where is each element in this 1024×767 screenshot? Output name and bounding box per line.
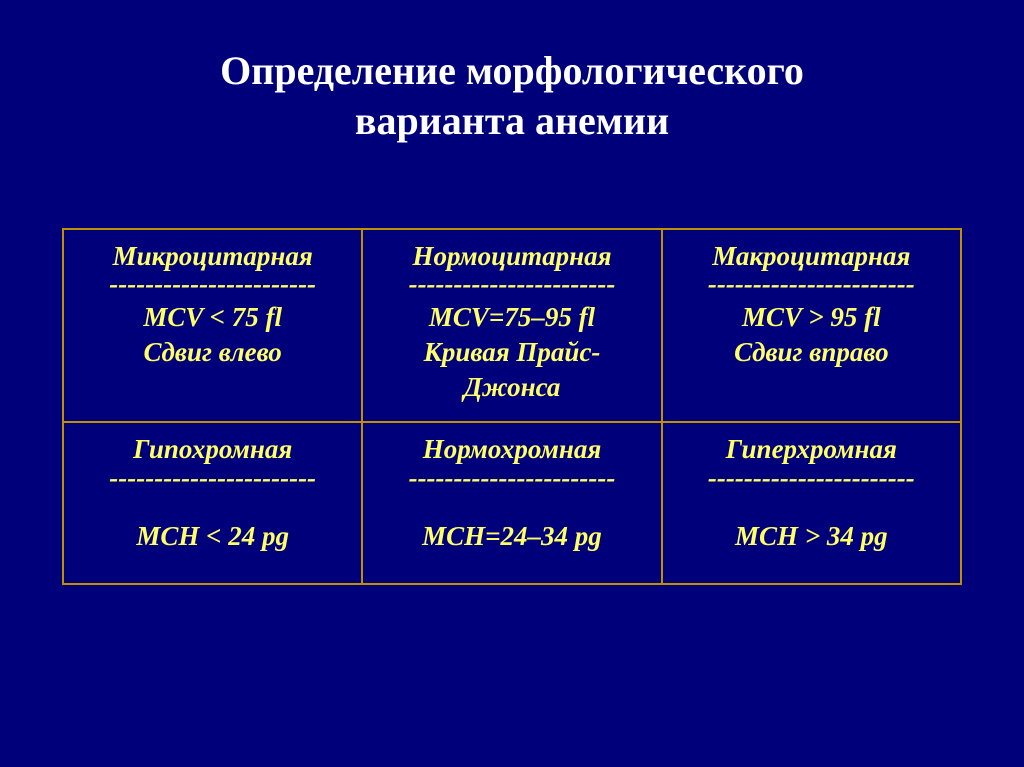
divider-dashes: -----------------------: [671, 270, 952, 300]
cell-heading: Гиперхромная: [671, 433, 952, 465]
cell-heading: Микроцитарная: [72, 240, 353, 272]
table-row: Микроцитарная ----------------------- MC…: [63, 229, 961, 422]
morphology-table: Микроцитарная ----------------------- MC…: [62, 228, 962, 585]
divider-dashes: -----------------------: [371, 270, 652, 300]
cell-value: Сдвиг вправо: [671, 335, 952, 370]
cell-value: Сдвиг влево: [72, 335, 353, 370]
cell-value: MCH=24–34 pg: [371, 519, 652, 554]
cell-value: MCH > 34 pg: [671, 519, 952, 554]
cell-hyperchromic: Гиперхромная ----------------------- MCH…: [662, 422, 961, 583]
cell-value: MCV=75–95 fl: [371, 300, 652, 335]
spacer: [671, 493, 952, 519]
divider-dashes: -----------------------: [72, 270, 353, 300]
cell-heading: Макроцитарная: [671, 240, 952, 272]
divider-dashes: -----------------------: [72, 464, 353, 494]
title-line-2: варианта анемии: [355, 98, 669, 143]
title-line-1: Определение морфологического: [220, 48, 804, 93]
cell-macrocytic: Макроцитарная ----------------------- MC…: [662, 229, 961, 422]
divider-dashes: -----------------------: [671, 464, 952, 494]
cell-heading: Нормоцитарная: [371, 240, 652, 272]
page-title: Определение морфологического варианта ан…: [0, 0, 1024, 146]
cell-normocytic: Нормоцитарная ----------------------- MC…: [362, 229, 661, 422]
divider-dashes: -----------------------: [371, 464, 652, 494]
cell-hypochromic: Гипохромная ----------------------- MCH …: [63, 422, 362, 583]
slide: { "title_line1": "Определение морфологич…: [0, 0, 1024, 767]
cell-value: MCV < 75 fl: [72, 300, 353, 335]
cell-heading: Нормохромная: [371, 433, 652, 465]
cell-heading: Гипохромная: [72, 433, 353, 465]
cell-value: MCV > 95 fl: [671, 300, 952, 335]
spacer: [72, 493, 353, 519]
cell-value: Джонса: [371, 370, 652, 405]
cell-normochromic: Нормохромная ----------------------- MCH…: [362, 422, 661, 583]
spacer: [371, 493, 652, 519]
table-row: Гипохромная ----------------------- MCH …: [63, 422, 961, 583]
cell-value: MCH < 24 pg: [72, 519, 353, 554]
cell-value: Кривая Прайс-: [371, 335, 652, 370]
anemia-table: Микроцитарная ----------------------- MC…: [62, 228, 962, 585]
cell-microcytic: Микроцитарная ----------------------- MC…: [63, 229, 362, 422]
